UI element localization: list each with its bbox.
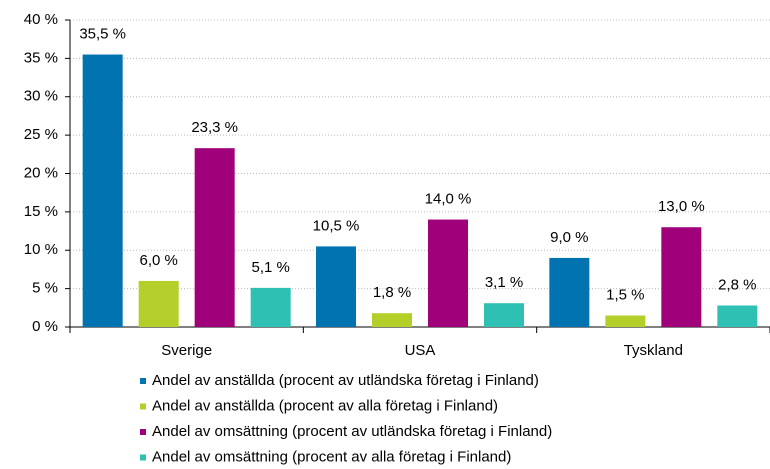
value-label: 23,3 % bbox=[191, 119, 238, 136]
y-tick-label: 25 % bbox=[24, 126, 58, 143]
y-tick-label: 20 % bbox=[24, 164, 58, 181]
x-tick-label: USA bbox=[405, 342, 436, 359]
legend-label: Andel av omsättning (procent av alla för… bbox=[152, 448, 511, 465]
bar bbox=[605, 315, 646, 327]
bar bbox=[484, 303, 524, 327]
bar bbox=[194, 148, 235, 327]
legend-label: Andel av anställda (procent av alla före… bbox=[152, 397, 498, 414]
legend-swatch bbox=[140, 429, 146, 435]
y-tick-label: 40 % bbox=[24, 11, 58, 28]
y-tick-label: 30 % bbox=[24, 88, 58, 105]
legend-swatch bbox=[140, 454, 146, 461]
legend-label: Andel av anställda (procent av utländska… bbox=[152, 372, 539, 389]
value-label: 5,1 % bbox=[251, 259, 289, 276]
value-label: 13,0 % bbox=[658, 198, 705, 215]
bar bbox=[661, 227, 702, 327]
bar bbox=[138, 280, 179, 327]
legend-swatch bbox=[140, 378, 146, 384]
value-label: 35,5 % bbox=[79, 26, 126, 43]
y-tick-label: 10 % bbox=[24, 241, 58, 258]
value-label: 2,8 % bbox=[718, 276, 756, 293]
value-label: 1,8 % bbox=[373, 284, 411, 301]
y-tick-label: 35 % bbox=[24, 49, 58, 66]
value-label: 14,0 % bbox=[425, 191, 472, 208]
y-tick-label: 0 % bbox=[32, 318, 58, 335]
bar bbox=[82, 54, 123, 327]
bar bbox=[717, 305, 758, 327]
value-label: 9,0 % bbox=[550, 229, 588, 246]
legend-swatch bbox=[140, 403, 146, 410]
bar bbox=[316, 246, 356, 327]
value-label: 3,1 % bbox=[485, 274, 523, 291]
bar bbox=[372, 313, 412, 327]
legend-label: Andel av omsättning (procent av utländsk… bbox=[152, 423, 552, 440]
value-label: 6,0 % bbox=[139, 252, 177, 269]
bar bbox=[250, 287, 291, 327]
x-tick-label: Sverige bbox=[161, 342, 212, 359]
value-label: 1,5 % bbox=[606, 286, 644, 303]
value-label: 10,5 % bbox=[313, 217, 360, 234]
x-tick-label: Tyskland bbox=[624, 342, 683, 359]
y-tick-label: 15 % bbox=[24, 203, 58, 220]
y-tick-label: 5 % bbox=[32, 280, 58, 297]
bar bbox=[549, 257, 590, 327]
bar bbox=[428, 219, 468, 327]
